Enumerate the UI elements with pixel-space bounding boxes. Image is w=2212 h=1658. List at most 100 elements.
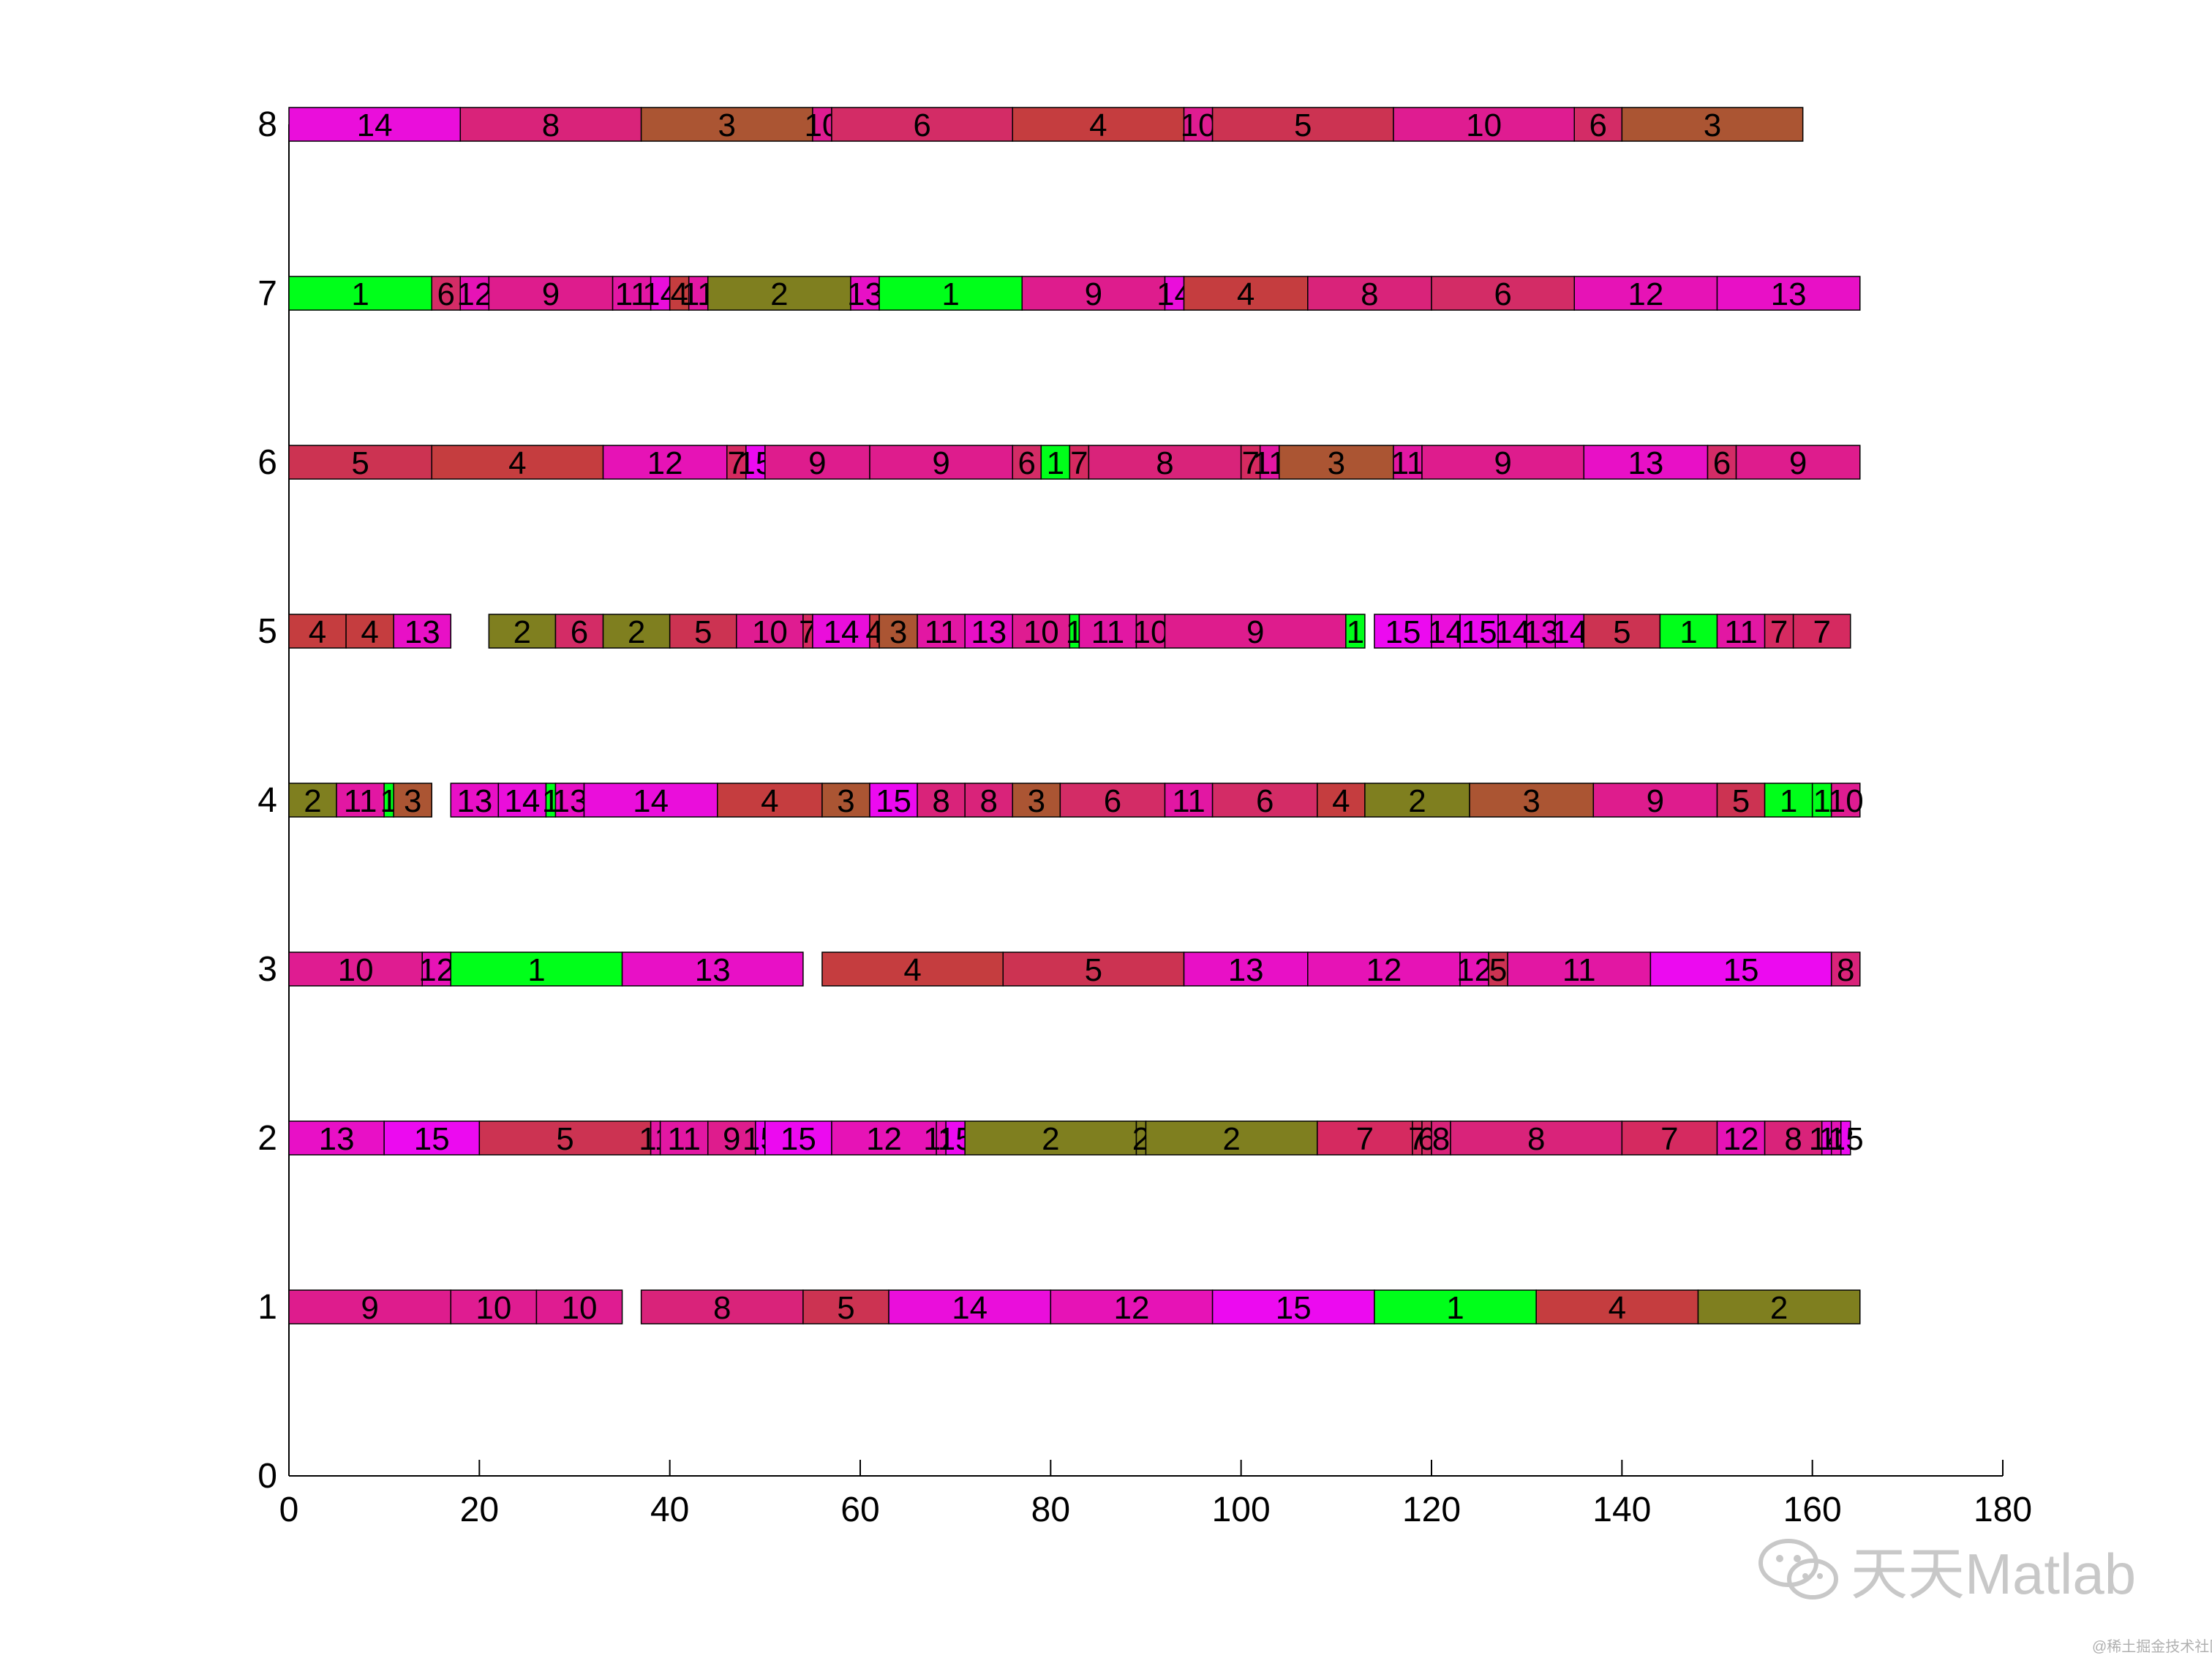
gantt-bar-label: 12	[418, 952, 454, 988]
gantt-bar-label: 2	[1042, 1121, 1059, 1157]
gantt-bar	[1459, 952, 1489, 987]
x-tick-label: 120	[1402, 1491, 1461, 1529]
gantt-bar-label: 9	[1789, 445, 1807, 481]
gantt-bar-label: 9	[1085, 276, 1102, 312]
gantt-bar	[821, 783, 870, 818]
gantt-bar-label: 8	[1784, 1121, 1802, 1157]
gantt-bar-label: 6	[1104, 783, 1121, 819]
gantt-bar-label: 2	[770, 276, 788, 312]
gantt-bar-label: 10	[1181, 108, 1216, 143]
y-tick-label: 2	[257, 1119, 277, 1158]
gantt-bar-label: 13	[971, 614, 1007, 650]
gantt-bar-label: 10	[562, 1290, 598, 1326]
gantt-bar	[1764, 783, 1813, 818]
gantt-bar-label: 4	[361, 614, 378, 650]
gantt-bar-label: 7	[1356, 1121, 1374, 1157]
gantt-bar-label: 3	[1028, 783, 1045, 819]
gantt-bar-label: 4	[1089, 108, 1107, 143]
gantt-bar-label: 6	[1494, 276, 1511, 312]
gantt-bar-label: 11	[615, 276, 649, 312]
gantt-bar	[1374, 1289, 1537, 1324]
gantt-bar	[431, 445, 604, 480]
gantt-bar-label: 7	[1660, 1121, 1678, 1157]
gantt-bar-label: 11	[925, 614, 958, 650]
x-tick-label: 80	[1031, 1491, 1070, 1529]
gantt-bar	[602, 445, 728, 480]
watermark-subtitle: @稀土掘金技术社区	[2092, 1639, 2212, 1655]
gantt-bar	[869, 783, 918, 818]
gantt-bar	[1707, 445, 1737, 480]
gantt-bar	[421, 952, 452, 987]
gantt-bar-label: 5	[1613, 614, 1630, 650]
gantt-bar-label: 4	[1609, 1290, 1626, 1326]
gantt-bar	[964, 1120, 1137, 1156]
gantt-bar	[802, 1289, 889, 1324]
gantt-bar	[497, 783, 547, 818]
gantt-bar-label: 6	[1590, 108, 1607, 143]
y-tick-label: 6	[257, 443, 277, 482]
gantt-bar-label: 13	[1771, 276, 1807, 312]
gantt-bar-label: 7	[728, 445, 745, 481]
gantt-bar	[383, 1120, 481, 1156]
gantt-bar-label: 1	[1347, 614, 1364, 650]
gantt-bar-label: 14	[1428, 614, 1464, 650]
gantt-bar-label: 11	[344, 783, 377, 819]
gantt-bar-label: 7	[1241, 445, 1259, 481]
gantt-bar-label: 15	[1276, 1290, 1312, 1326]
x-tick-label: 180	[1974, 1491, 2032, 1529]
gantt-bar	[1621, 107, 1804, 142]
gantt-bar	[1592, 783, 1718, 818]
gantt-bar-label: 13	[552, 783, 588, 819]
gantt-bar	[621, 952, 804, 987]
gantt-bar-label: 14	[823, 614, 859, 650]
x-tick-label: 60	[840, 1491, 879, 1529]
gantt-bar	[1088, 445, 1242, 480]
gantt-bar-label: 1	[1813, 783, 1830, 819]
watermark-title: 天天Matlab	[1851, 1542, 2137, 1606]
gantt-bar	[1431, 614, 1461, 649]
gantt-bar-label: 1	[1446, 1290, 1464, 1326]
gantt-bar	[1002, 952, 1185, 987]
gantt-bar-label: 10	[1133, 614, 1169, 650]
y-tick-label: 5	[257, 612, 277, 651]
gantt-bar	[1735, 445, 1861, 480]
gantt-bar-label: 5	[1085, 952, 1102, 988]
gantt-bar-label: 7	[1770, 614, 1788, 650]
gantt-bar-label: 8	[1156, 445, 1173, 481]
gantt-bar	[288, 952, 423, 987]
gantt-bar-label: 2	[304, 783, 321, 819]
gantt-bar	[459, 276, 490, 311]
gantt-bar-label: 14	[504, 783, 540, 819]
gantt-bar-label: 8	[1837, 952, 1854, 988]
gantt-bar	[1183, 276, 1309, 311]
gantt-bar-label: 15	[1828, 1121, 1864, 1157]
gantt-bar-label: 10	[1023, 614, 1059, 650]
wechat-icon	[1758, 1539, 1838, 1599]
gantt-bar-label: 3	[1522, 783, 1540, 819]
gantt-bar-label: 12	[647, 445, 683, 481]
gantt-bar	[1211, 107, 1394, 142]
gantt-bar	[688, 276, 709, 311]
gantt-bar	[1716, 614, 1766, 649]
gantt-bar	[1135, 614, 1166, 649]
gantt-bar-label: 15	[876, 783, 911, 819]
gantt-bar	[1012, 614, 1071, 649]
gantt-bar-label: 14	[1494, 614, 1530, 650]
gantt-bar-label: 4	[903, 952, 921, 988]
gantt-bar-label: 8	[1527, 1121, 1545, 1157]
y-tick-label: 8	[257, 105, 277, 144]
gantt-bar-label: 5	[1732, 783, 1750, 819]
y-tick-label: 4	[257, 781, 277, 820]
gantt-bar-label: 13	[1628, 445, 1663, 481]
gantt-bar-label: 15	[414, 1121, 450, 1157]
gantt-bar-label: 4	[508, 445, 526, 481]
gantt-bar	[288, 276, 432, 311]
gantt-bar	[1078, 614, 1137, 649]
gantt-bar	[1211, 783, 1318, 818]
gantt-bar-label: 6	[1256, 783, 1274, 819]
gantt-bar-label: 8	[542, 108, 560, 143]
gantt-bar	[288, 107, 462, 142]
gantt-bar	[1183, 107, 1214, 142]
gantt-bar-label: 5	[351, 445, 369, 481]
